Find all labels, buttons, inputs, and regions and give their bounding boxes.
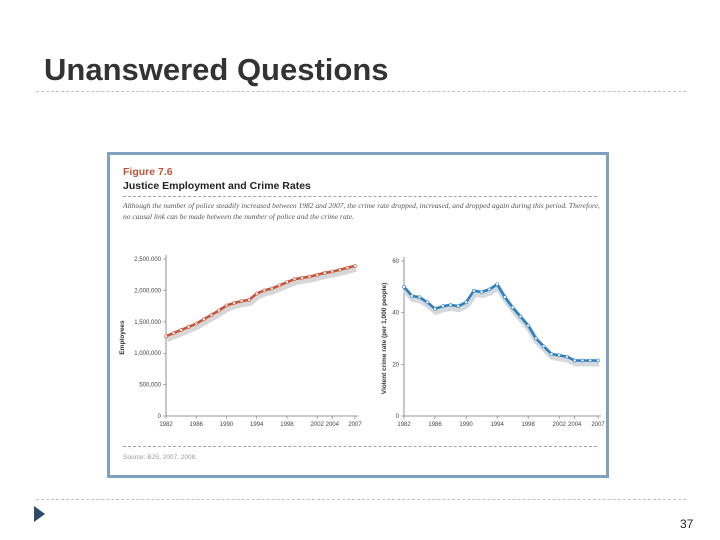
crime-rate-chart: 0 20 40 60 1982 1986 1990 1994 1998 2002 2004 2007 V… (381, 257, 605, 428)
crime-data-point (549, 352, 554, 356)
figure-divider (123, 196, 597, 197)
crime-data-point (472, 288, 476, 293)
employees-data-point (202, 317, 206, 322)
employees-data-point (330, 269, 335, 274)
figure-number: Figure 7.6 (123, 166, 173, 178)
figure-caption: Although the number of police steadily i… (123, 201, 600, 221)
source-divider (123, 446, 597, 447)
crime-data-point (565, 354, 569, 359)
employees-data-point (322, 271, 327, 275)
crime-x-tick-label: 1990 (459, 422, 473, 428)
employees-data-point (224, 303, 229, 308)
employees-chart: 0 500,000 1,000,000 1,500,000 2,000,000 2,500… (119, 255, 362, 428)
employees-y-axis-title: Employees (119, 320, 126, 355)
crime-series-shadow (402, 284, 599, 367)
employees-data-point (300, 276, 304, 280)
title-divider (36, 91, 686, 92)
employees-x-tick-label: 2002 (311, 422, 325, 428)
employees-data-point (239, 299, 244, 303)
employees-x-tick-label: 2004 (326, 422, 340, 428)
crime-y-axis-title: Violent crime rate (per 1,000 people) (381, 283, 388, 395)
employees-y-tick-label: 0 (158, 414, 162, 420)
crime-y-tick-label: 40 (392, 311, 399, 317)
crime-x-tick-label: 1986 (428, 422, 442, 428)
crime-data-point (417, 295, 422, 299)
crime-data-point (510, 305, 515, 310)
figure-frame: Figure 7.6 Justice Employment and Crime … (107, 152, 609, 478)
employees-data-point (209, 313, 214, 317)
employees-y-tick-label: 2,000,000 (134, 288, 161, 294)
employees-x-tick-label: 1990 (220, 422, 234, 428)
bullet-arrow-icon (34, 506, 45, 522)
employees-data-point (292, 277, 297, 281)
crime-data-point (495, 282, 499, 287)
employees-data-point (217, 308, 221, 313)
crime-x-tick-label: 2007 (591, 422, 605, 428)
employees-y-tick-label: 500,000 (139, 383, 161, 389)
crime-y-tick-label: 20 (392, 362, 399, 368)
employees-y-tick-label: 2,500,000 (134, 257, 161, 263)
crime-data-point (572, 358, 577, 363)
crime-data-point (541, 344, 546, 349)
employees-data-point (307, 274, 312, 279)
employees-x-tick-label: 1998 (280, 422, 294, 428)
figure-source: Source: BJS, 2007, 2008. (123, 454, 198, 461)
employees-data-point (164, 334, 168, 339)
crime-data-point (534, 336, 538, 341)
employees-data-point (277, 283, 282, 288)
employees-data-point (171, 331, 176, 335)
crime-data-point (557, 353, 561, 358)
employees-y-tick-label: 1,500,000 (134, 320, 161, 326)
crime-data-point (596, 358, 600, 363)
figure-title: Justice Employment and Crime Rates (123, 180, 311, 192)
crime-x-tick-label: 1994 (490, 422, 504, 428)
employees-data-point (186, 325, 191, 329)
employees-y-tick-label: 1,000,000 (134, 351, 161, 357)
employees-data-point (247, 298, 251, 302)
crime-data-point (409, 294, 414, 298)
crime-data-point (456, 304, 461, 309)
employees-data-point (270, 286, 274, 291)
crime-x-tick-label: 1998 (521, 422, 535, 428)
employees-x-tick-label: 1994 (250, 422, 264, 428)
employees-data-point (345, 265, 350, 270)
crime-x-tick-label: 1982 (397, 422, 411, 428)
crime-x-tick-label: 2002 (553, 422, 567, 428)
employees-data-point (254, 291, 259, 296)
crime-data-point (526, 323, 530, 328)
employees-x-tick-label: 1982 (159, 422, 173, 428)
footer-divider (36, 499, 686, 500)
crime-data-point (402, 285, 406, 289)
employees-data-point (179, 328, 183, 332)
employees-data-point (262, 288, 267, 293)
employees-data-point (285, 280, 289, 285)
crime-data-point (503, 295, 507, 299)
crime-data-point (425, 300, 430, 305)
slide-title: Unanswered Questions (44, 52, 389, 87)
crime-data-point (487, 287, 492, 292)
crime-data-point (479, 290, 484, 294)
employees-x-tick-label: 2007 (348, 422, 362, 428)
crime-data-point (588, 358, 593, 363)
crime-data-point (464, 300, 468, 305)
employees-x-tick-label: 1986 (190, 422, 204, 428)
employees-series-shadow (165, 265, 357, 342)
crime-x-tick-label: 2004 (568, 422, 582, 428)
crime-data-point (518, 314, 523, 319)
crime-y-tick-label: 60 (392, 259, 399, 265)
crime-data-point (441, 304, 445, 309)
employees-data-point (338, 267, 342, 272)
crime-data-point (580, 358, 585, 363)
employees-data-point (232, 301, 236, 305)
employees-data-point (353, 264, 357, 268)
employees-data-point (194, 321, 199, 326)
crime-data-point (433, 306, 437, 311)
page-number: 37 (680, 517, 694, 531)
crime-data-point (448, 303, 453, 307)
crime-y-tick-label: 0 (396, 414, 400, 420)
employees-data-point (315, 272, 319, 277)
